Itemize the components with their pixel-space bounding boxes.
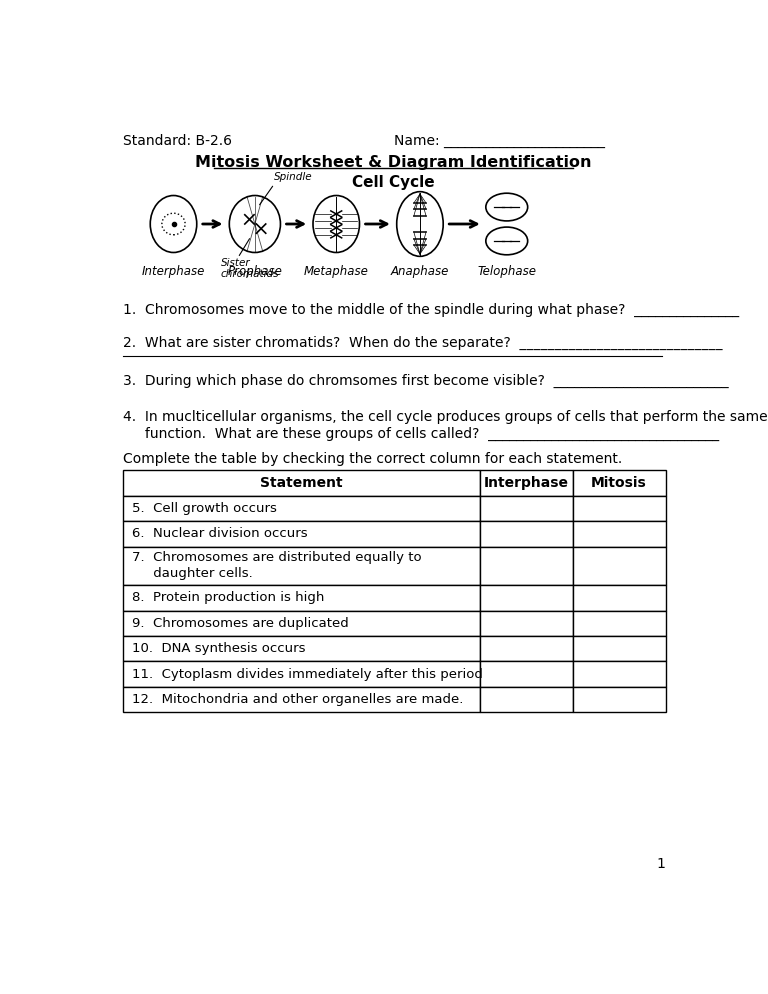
Text: 11.  Cytoplasm divides immediately after this period: 11. Cytoplasm divides immediately after …: [132, 668, 483, 681]
Text: Sister
chromatids: Sister chromatids: [220, 257, 280, 279]
FancyBboxPatch shape: [480, 610, 573, 636]
FancyBboxPatch shape: [480, 547, 573, 585]
Text: 4.  In muclticellular organisms, the cell cycle produces groups of cells that pe: 4. In muclticellular organisms, the cell…: [123, 410, 768, 423]
Text: 1: 1: [657, 857, 666, 871]
FancyBboxPatch shape: [123, 661, 480, 687]
FancyBboxPatch shape: [573, 661, 666, 687]
Text: Complete the table by checking the correct column for each statement.: Complete the table by checking the corre…: [123, 452, 622, 466]
Text: 1.  Chromosomes move to the middle of the spindle during what phase?  __________: 1. Chromosomes move to the middle of the…: [123, 303, 740, 317]
Text: Cell Cycle: Cell Cycle: [353, 175, 435, 190]
Text: Interphase: Interphase: [142, 264, 205, 277]
FancyBboxPatch shape: [573, 636, 666, 661]
Text: 12.  Mitochondria and other organelles are made.: 12. Mitochondria and other organelles ar…: [132, 693, 464, 706]
Text: 5.  Cell growth occurs: 5. Cell growth occurs: [132, 502, 277, 515]
FancyBboxPatch shape: [123, 636, 480, 661]
Text: Mitosis: Mitosis: [591, 476, 647, 490]
Text: function.  What are these groups of cells called?  _____________________________: function. What are these groups of cells…: [123, 427, 720, 441]
FancyBboxPatch shape: [480, 496, 573, 521]
Text: Metaphase: Metaphase: [304, 264, 369, 277]
Text: Mitosis Worksheet & Diagram Identification: Mitosis Worksheet & Diagram Identificati…: [195, 155, 592, 170]
Text: Telophase: Telophase: [477, 264, 536, 277]
FancyBboxPatch shape: [573, 585, 666, 610]
FancyBboxPatch shape: [573, 521, 666, 547]
FancyBboxPatch shape: [573, 470, 666, 496]
FancyBboxPatch shape: [123, 470, 480, 496]
Text: Spindle: Spindle: [273, 172, 312, 182]
Text: 9.  Chromosomes are duplicated: 9. Chromosomes are duplicated: [132, 616, 349, 630]
FancyBboxPatch shape: [573, 687, 666, 712]
Text: Anaphase: Anaphase: [391, 264, 449, 277]
FancyBboxPatch shape: [123, 547, 480, 585]
Text: 2.  What are sister chromatids?  When do the separate?  ________________________: 2. What are sister chromatids? When do t…: [123, 336, 723, 350]
Text: Interphase: Interphase: [484, 476, 568, 490]
Text: 8.  Protein production is high: 8. Protein production is high: [132, 591, 325, 604]
FancyBboxPatch shape: [480, 636, 573, 661]
FancyBboxPatch shape: [123, 585, 480, 610]
Text: 6.  Nuclear division occurs: 6. Nuclear division occurs: [132, 528, 308, 541]
Text: 7.  Chromosomes are distributed equally to: 7. Chromosomes are distributed equally t…: [132, 552, 422, 565]
Text: 10.  DNA synthesis occurs: 10. DNA synthesis occurs: [132, 642, 306, 655]
FancyBboxPatch shape: [123, 610, 480, 636]
Text: daughter cells.: daughter cells.: [132, 568, 253, 580]
FancyBboxPatch shape: [480, 661, 573, 687]
FancyBboxPatch shape: [123, 521, 480, 547]
FancyBboxPatch shape: [573, 547, 666, 585]
Text: 3.  During which phase do chromsomes first become visible?  ____________________: 3. During which phase do chromsomes firs…: [123, 374, 729, 389]
Text: Name: _______________________: Name: _______________________: [393, 134, 604, 148]
Text: Standard: B-2.6: Standard: B-2.6: [123, 134, 232, 148]
FancyBboxPatch shape: [480, 470, 573, 496]
FancyBboxPatch shape: [573, 610, 666, 636]
FancyBboxPatch shape: [480, 585, 573, 610]
FancyBboxPatch shape: [573, 496, 666, 521]
FancyBboxPatch shape: [480, 521, 573, 547]
Text: Prophase: Prophase: [227, 264, 283, 277]
FancyBboxPatch shape: [123, 496, 480, 521]
FancyBboxPatch shape: [480, 687, 573, 712]
Text: Statement: Statement: [260, 476, 343, 490]
FancyBboxPatch shape: [123, 687, 480, 712]
